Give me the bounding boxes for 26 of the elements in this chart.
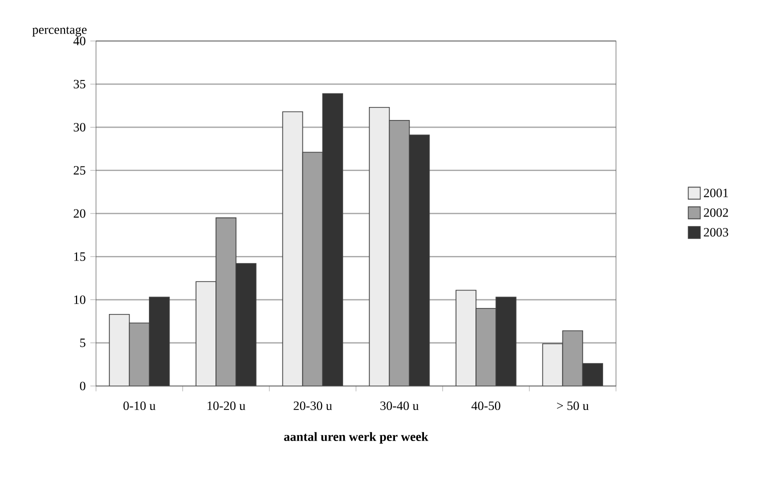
bar: [368, 107, 390, 386]
legend-label: 2003: [704, 228, 728, 237]
y-tick-label: 30: [74, 122, 86, 132]
x-tick-label: 30-40 u: [380, 401, 419, 410]
y-tick-label: 20: [74, 209, 86, 218]
x-tick-label: 20-30 u: [294, 401, 332, 410]
legend-label: 2002: [704, 208, 728, 217]
y-tick-label: 10: [74, 295, 86, 304]
x-tick-label: 40-50: [471, 401, 500, 410]
y-axis-title: percentage: [32, 26, 87, 37]
bar: [108, 314, 130, 386]
bar: [542, 343, 564, 386]
y-tick-label: 15: [74, 252, 86, 261]
bar: [456, 290, 476, 386]
x-tick-label: 0-10 u: [123, 401, 156, 410]
x-axis-title: aantal uren werk per week: [284, 432, 428, 444]
x-tick-label: 10-20 u: [208, 401, 246, 410]
y-tick-label: 5: [80, 338, 86, 348]
bar: [282, 111, 304, 386]
bar: [196, 281, 216, 386]
y-tick-label: 0: [80, 382, 86, 390]
y-tick-label: 35: [74, 80, 86, 88]
x-tick-label: > 50 u: [557, 401, 589, 410]
y-tick-label: 25: [74, 166, 86, 175]
y-tick-label: 40: [73, 36, 86, 46]
legend-label: 2001: [704, 188, 728, 198]
